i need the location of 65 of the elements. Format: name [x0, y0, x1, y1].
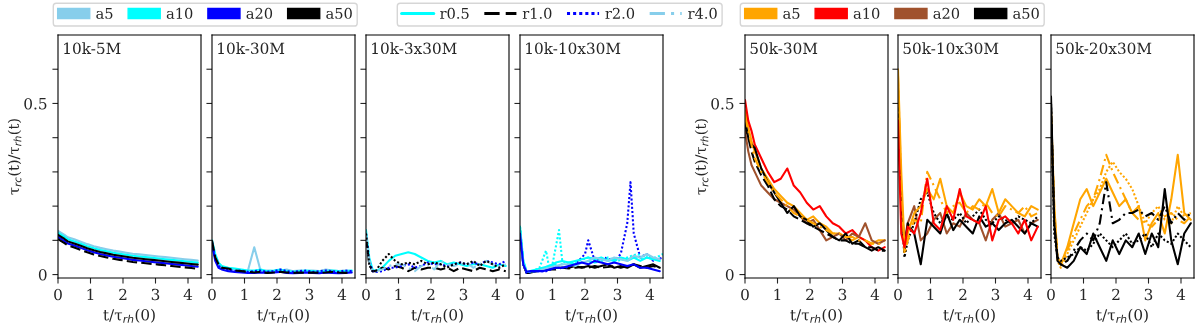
chart-title: 10k-3x30M: [372, 42, 457, 55]
chart-title: 10k-30M: [218, 42, 285, 55]
x-tick-label: 1: [549, 288, 556, 301]
x-tick-label: 4: [870, 288, 880, 301]
y-axis-title: τ$_{rc}$(t)/τ$_{rh}$(t): [7, 119, 22, 195]
x-axis-title: t/τ$_{rh}$(0): [565, 308, 617, 323]
x-tick-label: 2: [1112, 288, 1120, 301]
legend-label: a10: [166, 7, 193, 19]
x-tick-label: 0: [516, 288, 524, 301]
x-tick-label: 1: [87, 288, 94, 301]
x-tick-label: 4: [491, 288, 501, 301]
chart-title: 50k-30M: [750, 42, 818, 55]
x-tick-label: 0: [362, 288, 370, 301]
x-tick-label: 1: [774, 288, 781, 301]
legend-label: a50: [1013, 7, 1039, 19]
x-tick-label: 2: [581, 288, 589, 301]
x-tick-label: 2: [119, 288, 127, 301]
x-tick-label: 0: [894, 288, 902, 301]
x-tick-label: 4: [337, 288, 347, 301]
x-tick-label: 1: [241, 288, 248, 301]
x-tick-label: 1: [1080, 288, 1087, 301]
x-tick-label: 3: [838, 288, 847, 301]
legend-label: a5: [96, 8, 113, 19]
x-axis-title: t/τ$_{rh}$(0): [790, 308, 842, 323]
legend-label: a5: [783, 8, 800, 19]
x-tick-label: 4: [183, 288, 193, 301]
x-tick-label: 1: [395, 288, 402, 301]
y-tick-label: 0.5: [24, 97, 47, 110]
x-tick-label: 2: [806, 288, 814, 301]
x-axis-title: t/τ$_{rh}$(0): [943, 308, 995, 323]
legend-label: r1.0: [522, 7, 552, 19]
x-tick-label: 0: [208, 288, 216, 301]
chart-title: 50k-10x30M: [903, 42, 999, 55]
x-tick-label: 3: [1144, 288, 1153, 301]
x-tick-label: 3: [151, 288, 160, 301]
y-tick-label: 0.5: [711, 97, 734, 110]
legend-label: r4.0: [688, 7, 717, 19]
x-tick-label: 3: [305, 288, 314, 301]
x-axis-title: t/τ$_{rh}$(0): [257, 308, 309, 323]
x-tick-label: 4: [645, 288, 655, 301]
legend-label: a10: [853, 7, 880, 19]
x-tick-label: 3: [613, 288, 622, 301]
legend-label: r2.0: [605, 7, 635, 19]
x-tick-label: 0: [741, 288, 749, 301]
x-tick-label: 2: [959, 288, 967, 301]
x-tick-label: 4: [1176, 288, 1186, 301]
x-tick-label: 4: [1023, 288, 1033, 301]
x-tick-label: 2: [427, 288, 435, 301]
chart-title: 10k-10x30M: [526, 42, 621, 55]
x-tick-label: 0: [54, 288, 62, 301]
x-tick-label: 3: [459, 288, 468, 301]
legend-label: a20: [246, 7, 273, 19]
chart-title: 10k-5M: [64, 42, 121, 55]
x-axis-title: t/τ$_{rh}$(0): [411, 308, 463, 323]
y-axis-title: τ$_{rc}$(t)/τ$_{rh}$(t): [694, 119, 709, 195]
legend-label: a50: [326, 7, 352, 19]
x-tick-label: 3: [991, 288, 1000, 301]
x-axis-title: t/τ$_{rh}$(0): [103, 308, 155, 323]
x-tick-label: 0: [1047, 288, 1055, 301]
chart-title: 50k-20x30M: [1056, 42, 1152, 55]
x-axis-title: t/τ$_{rh}$(0): [1096, 308, 1148, 323]
x-tick-label: 2: [273, 288, 281, 301]
legend-label: r0.5: [440, 7, 469, 19]
x-tick-label: 1: [927, 288, 934, 301]
legend-label: a20: [933, 7, 960, 19]
